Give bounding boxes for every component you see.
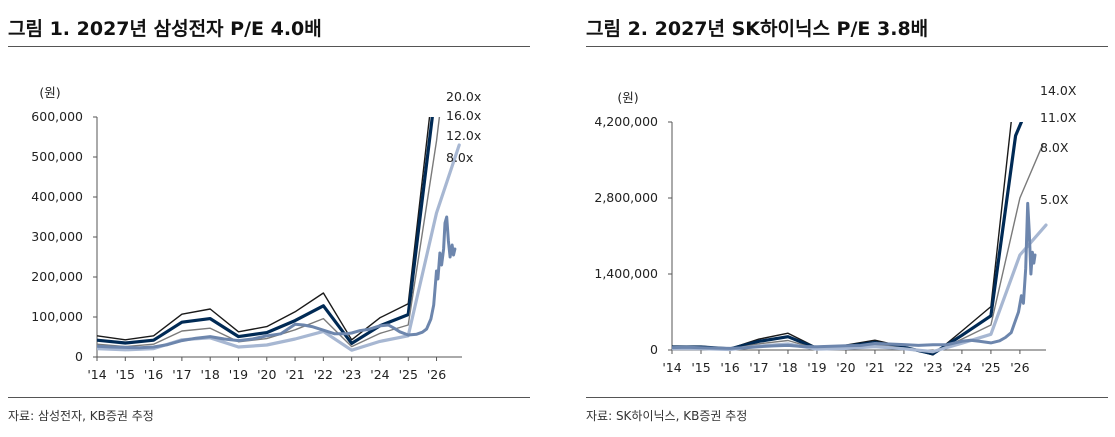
x-tick-label: '21 (865, 360, 884, 375)
series-end-label: 8.0x (446, 150, 473, 165)
x-tick-label: '14 (87, 367, 106, 382)
x-tick-label: '19 (807, 360, 826, 375)
x-tick-label: '20 (836, 360, 855, 375)
y-tick-label: 0 (75, 349, 83, 364)
x-tick-label: '23 (923, 360, 942, 375)
series-line-11.0X (672, 122, 1023, 356)
chart-samsung-pe-band: (원) 0 100,000 200,000 300,000 400,000 500,000 6… (31, 85, 481, 382)
x-tick-label: '18 (201, 367, 220, 382)
series-end-label: 5.0X (1040, 192, 1069, 207)
chart-title: 그림 2. 2027년 SK하이닉스 P/E 3.8배 (586, 18, 929, 40)
series-end-label: 11.0X (1040, 110, 1077, 125)
chart-panel-samsung: 그림 1. 2027년 삼성전자 P/E 4.0배 (원) 0 100,000 200… (0, 0, 540, 437)
x-tick-label: '21 (285, 367, 304, 382)
y-tick-label: 2,800,000 (594, 190, 658, 205)
x-tick-label: '16 (720, 360, 739, 375)
unit-label: (원) (617, 90, 638, 105)
x-tick-label: '23 (342, 367, 361, 382)
x-tick-label: '15 (116, 367, 135, 382)
series-end-label: 20.0x (446, 89, 481, 104)
chart-skhynix-pe-band: (원) 0 1,400,000 2,800,000 4,200,000 '14 '15 '16… (594, 83, 1077, 375)
x-tick-label: '22 (314, 367, 333, 382)
x-tick-label: '24 (370, 367, 389, 382)
x-tick-label: '25 (399, 367, 418, 382)
y-tick-label: 300,000 (31, 229, 83, 244)
x-tick-label: '25 (981, 360, 1000, 375)
x-tick-label: '17 (172, 367, 191, 382)
series-line-20.0x (97, 117, 431, 341)
series-line-8.0x (97, 143, 461, 352)
series-end-label: 8.0X (1040, 140, 1069, 155)
bottom-divider (586, 397, 1108, 398)
y-tick-label: 400,000 (31, 189, 83, 204)
bottom-divider (8, 397, 530, 398)
x-tick-label: '15 (691, 360, 710, 375)
x-tick-label: '22 (894, 360, 913, 375)
x-tick-label: '26 (1010, 360, 1029, 375)
title-divider (8, 46, 530, 47)
title-divider (586, 46, 1108, 47)
y-tick-label: 200,000 (31, 269, 83, 284)
series-line-price (97, 215, 457, 350)
series-line-8.0X (672, 143, 1044, 354)
series-line-price (672, 201, 1037, 350)
x-tick-label: '16 (144, 367, 163, 382)
y-tick-label: 600,000 (31, 109, 83, 124)
chart-title: 그림 1. 2027년 삼성전자 P/E 4.0배 (8, 18, 322, 40)
x-tick-label: '14 (662, 360, 681, 375)
y-tick-label: 0 (650, 342, 658, 357)
y-tick-label: 1,400,000 (594, 266, 658, 281)
source-note: 자료: SK하이닉스, KB증권 추정 (586, 409, 748, 423)
x-tick-label: '18 (778, 360, 797, 375)
series-line-12.0x (97, 117, 441, 348)
x-tick-label: '19 (229, 367, 248, 382)
series-line-16.0x (97, 117, 434, 345)
series-end-label: 16.0x (446, 108, 481, 123)
y-tick-label: 500,000 (31, 149, 83, 164)
x-tick-label: '24 (952, 360, 971, 375)
series-line-5.0X (672, 223, 1048, 354)
unit-label: (원) (39, 85, 60, 100)
source-note: 자료: 삼성전자, KB증권 추정 (8, 409, 154, 423)
y-tick-label: 4,200,000 (594, 114, 658, 129)
series-end-label: 14.0X (1040, 83, 1077, 98)
chart-panel-skhynix: 그림 2. 2027년 SK하이닉스 P/E 3.8배 (원) 0 1,400,00… (578, 0, 1115, 437)
series-end-label: 12.0x (446, 128, 481, 143)
x-tick-label: '20 (257, 367, 276, 382)
series-line-14.0X (672, 122, 1012, 356)
x-tick-label: '17 (749, 360, 768, 375)
x-tick-label: '26 (427, 367, 446, 382)
y-tick-label: 100,000 (31, 309, 83, 324)
